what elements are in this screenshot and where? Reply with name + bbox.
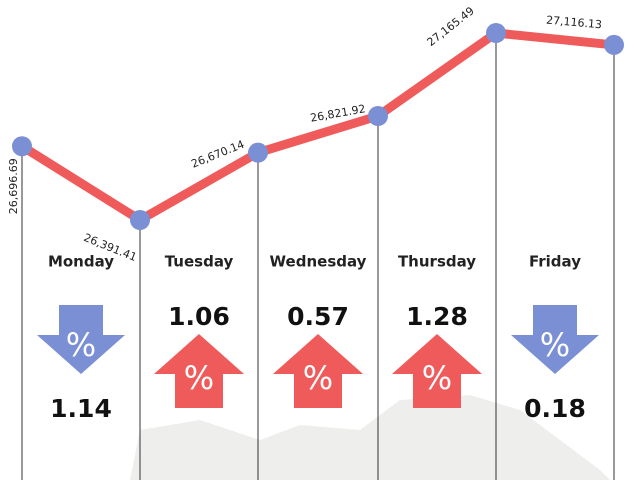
- arrow: %: [37, 305, 125, 374]
- percent-sign: %: [303, 359, 333, 397]
- point: [12, 136, 32, 157]
- value-label: 27,116.13: [546, 14, 603, 32]
- value-label: 27,165.49: [425, 4, 477, 49]
- point: [248, 142, 268, 163]
- up-arrow: [273, 334, 363, 408]
- down-arrow: [37, 305, 125, 374]
- day-label: Monday: [48, 253, 114, 271]
- point: [604, 34, 624, 55]
- point: [130, 210, 150, 230]
- change-value: 0.57: [287, 302, 349, 331]
- value-label: 26,696.69: [7, 158, 20, 214]
- percent-sign: %: [66, 326, 96, 364]
- day-label: Thursday: [398, 253, 476, 271]
- percent-sign: %: [184, 359, 214, 397]
- point: [368, 105, 388, 126]
- day-label: Tuesday: [165, 253, 234, 271]
- change-value: 1.28: [406, 302, 468, 331]
- change-value: 0.18: [524, 394, 586, 423]
- day-label: Friday: [529, 253, 581, 271]
- down-arrow: [511, 305, 599, 374]
- change-value: 1.06: [168, 302, 230, 331]
- arrow: %: [392, 334, 482, 408]
- arrow: %: [273, 334, 363, 408]
- index-line: [19, 28, 615, 225]
- background-map: [130, 395, 610, 480]
- change-value: 1.14: [50, 394, 112, 423]
- percent-sign: %: [540, 326, 570, 364]
- up-arrow: [154, 334, 244, 408]
- up-arrow: [392, 334, 482, 408]
- arrow: %: [511, 305, 599, 374]
- arrow: %: [154, 334, 244, 408]
- percent-sign: %: [422, 359, 452, 397]
- day-label: Wednesday: [270, 253, 367, 271]
- point: [486, 23, 506, 43]
